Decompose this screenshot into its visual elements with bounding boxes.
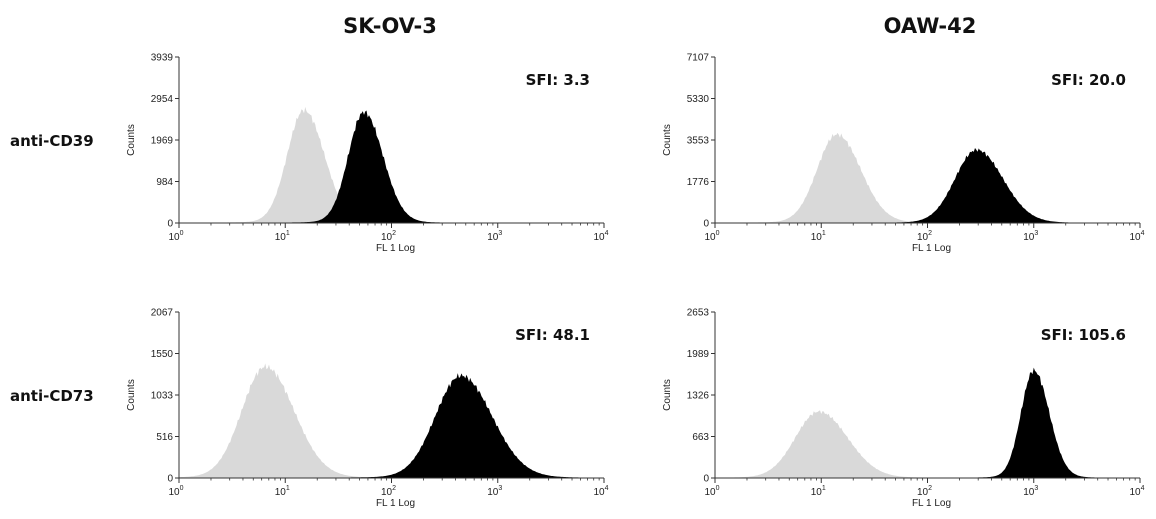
x-tick-label: 101 [811, 230, 826, 243]
y-tick-label: 1550 [151, 349, 174, 360]
x-tick-label: 104 [593, 485, 608, 498]
sfi-annotation: SFI: 48.1 [515, 326, 590, 344]
x-tick-label: 100 [704, 230, 719, 243]
x-tick-exponent: 2 [392, 230, 396, 237]
y-tick-label: 2067 [151, 308, 174, 319]
y-tick-label: 1776 [687, 177, 710, 188]
y-tick-label: 1326 [687, 391, 710, 402]
x-tick-exponent: 3 [1034, 485, 1038, 492]
x-tick-exponent: 4 [605, 230, 609, 237]
x-tick-label: 101 [275, 230, 290, 243]
stained-histogram [715, 367, 1140, 478]
x-tick-exponent: 2 [392, 485, 396, 492]
y-tick-label: 1989 [687, 349, 710, 360]
y-tick-label: 0 [703, 219, 709, 230]
y-tick-label: 3939 [151, 53, 174, 64]
column-title-oaw42: OAW-42 [883, 14, 977, 38]
x-tick-exponent: 1 [286, 230, 290, 237]
y-axis-label: Counts [126, 379, 137, 411]
sfi-annotation: SFI: 3.3 [526, 71, 590, 89]
sfi-annotation: SFI: 105.6 [1041, 326, 1126, 344]
y-tick-label: 0 [703, 474, 709, 485]
x-tick-exponent: 2 [928, 485, 932, 492]
control-histogram [715, 410, 1140, 478]
x-tick-exponent: 3 [498, 485, 502, 492]
x-tick-exponent: 3 [1034, 230, 1038, 237]
x-tick-label: 102 [917, 230, 932, 243]
x-tick-label: 104 [1129, 230, 1144, 243]
x-axis-label: FL 1 Log [912, 498, 951, 509]
x-tick-label: 102 [917, 485, 932, 498]
control-histogram [179, 106, 604, 223]
x-tick-label: 103 [487, 485, 502, 498]
y-tick-label: 984 [156, 177, 173, 188]
y-tick-label: 663 [692, 432, 709, 443]
x-tick-label: 101 [275, 485, 290, 498]
y-tick-label: 0 [167, 474, 173, 485]
y-tick-label: 7107 [687, 53, 710, 64]
y-tick-label: 3553 [687, 136, 710, 147]
stained-histogram [179, 110, 604, 223]
stained-histogram [715, 148, 1140, 223]
sfi-annotation: SFI: 20.0 [1051, 71, 1126, 89]
y-tick-label: 1033 [151, 391, 174, 402]
y-axis-label: Counts [126, 124, 137, 156]
x-tick-exponent: 1 [286, 485, 290, 492]
y-tick-label: 2954 [151, 94, 174, 105]
x-tick-exponent: 0 [180, 485, 184, 492]
row-label-cd39: anti-CD39 [10, 132, 94, 150]
x-axis-label: FL 1 Log [376, 498, 415, 509]
x-tick-label: 104 [1129, 485, 1144, 498]
x-tick-label: 100 [168, 230, 183, 243]
row-label-cd73: anti-CD73 [10, 387, 94, 405]
x-tick-label: 103 [487, 230, 502, 243]
x-tick-exponent: 4 [1141, 485, 1145, 492]
control-histogram [715, 132, 1140, 223]
y-tick-label: 2653 [687, 308, 710, 319]
y-tick-label: 0 [167, 219, 173, 230]
x-tick-label: 104 [593, 230, 608, 243]
x-tick-label: 101 [811, 485, 826, 498]
x-tick-exponent: 0 [716, 485, 720, 492]
x-tick-label: 103 [1023, 230, 1038, 243]
x-tick-exponent: 3 [498, 230, 502, 237]
y-tick-label: 516 [156, 432, 173, 443]
x-tick-exponent: 4 [605, 485, 609, 492]
x-tick-exponent: 0 [716, 230, 720, 237]
y-axis-label: Counts [662, 379, 673, 411]
x-axis-label: FL 1 Log [912, 243, 951, 254]
x-tick-exponent: 1 [822, 485, 826, 492]
x-tick-label: 100 [704, 485, 719, 498]
x-tick-exponent: 2 [928, 230, 932, 237]
x-tick-label: 102 [381, 230, 396, 243]
x-tick-label: 103 [1023, 485, 1038, 498]
stained-histogram [179, 373, 604, 478]
y-axis-label: Counts [662, 124, 673, 156]
x-tick-exponent: 1 [822, 230, 826, 237]
x-tick-label: 102 [381, 485, 396, 498]
control-histogram [179, 363, 604, 478]
y-tick-label: 1969 [151, 136, 174, 147]
x-axis-label: FL 1 Log [376, 243, 415, 254]
x-tick-exponent: 4 [1141, 230, 1145, 237]
column-title-skov3: SK-OV-3 [343, 14, 437, 38]
x-tick-label: 100 [168, 485, 183, 498]
y-tick-label: 5330 [687, 94, 710, 105]
x-tick-exponent: 0 [180, 230, 184, 237]
